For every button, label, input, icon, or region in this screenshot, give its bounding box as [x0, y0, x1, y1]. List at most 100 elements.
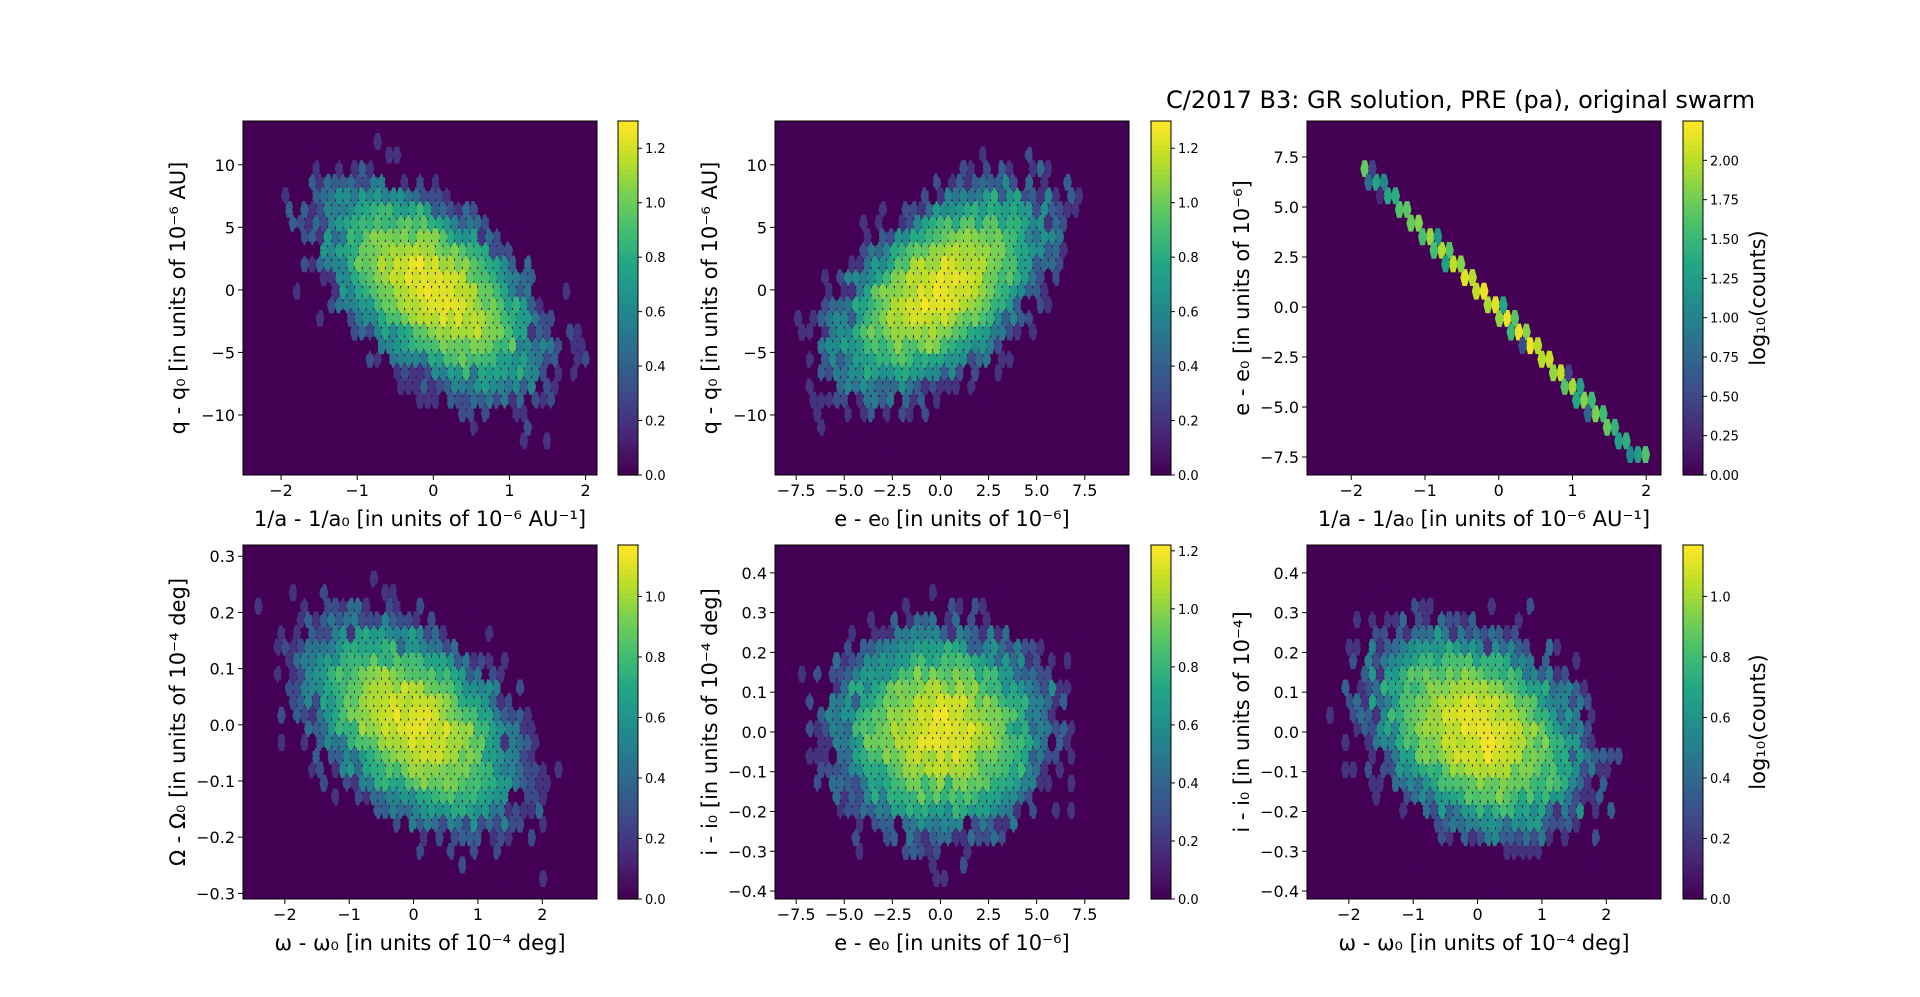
colorbar-segment [618, 256, 638, 264]
hexbin-cell [1032, 201, 1042, 218]
hexbin-cell [1394, 625, 1404, 642]
colorbar-frame [1150, 120, 1172, 476]
x-tick-label: 2 [537, 905, 547, 924]
hexbin-cell [531, 761, 540, 779]
hexbin-cell [912, 747, 922, 765]
hexbin-cell [384, 337, 394, 355]
hexbin-cell [361, 173, 371, 191]
hexbin-cell [997, 774, 1007, 792]
hexbin-cell [835, 432, 845, 450]
hexbin-cell [1364, 706, 1373, 724]
colorbar-segment [1683, 197, 1703, 205]
hexbin-cell [346, 652, 356, 670]
x-tick-label: 2 [580, 481, 590, 500]
hexbin-cell [334, 611, 344, 629]
hexbin-cell [1055, 255, 1065, 273]
hexbin-cell [1533, 788, 1543, 806]
hexbin-cell [500, 364, 510, 382]
hexbin-cell [446, 815, 456, 833]
colorbar-segment [1683, 763, 1703, 770]
hexbin-cell [832, 788, 841, 806]
colorbar-segment [1151, 568, 1171, 576]
hexbin-cell [1483, 665, 1493, 683]
colorbar-segment [618, 893, 638, 900]
hexbin-cell [1491, 638, 1500, 656]
hexbin-cell [1498, 747, 1508, 765]
hexbin-cell [1533, 706, 1543, 724]
hexbin-cell [1494, 310, 1504, 327]
hexbin-cell [1494, 706, 1504, 724]
hexbin-cell [511, 269, 521, 286]
hexbin-cell [893, 788, 903, 806]
hexbin-cell [816, 706, 826, 724]
hexbin-cell [380, 323, 390, 341]
hexbin-cell [986, 255, 995, 273]
colorbar-segment [1151, 345, 1171, 352]
hexbin-cell [928, 829, 938, 847]
hexbin-cell [882, 774, 892, 792]
colorbar-tick-label: 0.75 [1710, 351, 1739, 366]
hexbin-cell [354, 282, 363, 300]
hexbin-cell [400, 788, 410, 806]
hexbin-cell [874, 802, 884, 819]
axes-frame [774, 544, 1130, 900]
hexbin-cell [1568, 747, 1577, 765]
hexbin-cell [469, 173, 479, 191]
hexbin-cell [450, 187, 460, 205]
hexbin-cell [1005, 241, 1015, 259]
hexbin-cell [457, 323, 467, 341]
hexbin-cell [1032, 734, 1042, 751]
colorbar-segment [1683, 138, 1703, 146]
hexbin-cell [1625, 446, 1635, 463]
hexbin-cell [330, 652, 340, 670]
hexbin-cell [851, 665, 861, 683]
hexbin-cell [346, 679, 356, 697]
hexbin-cell [334, 720, 344, 738]
hexbin-cell [307, 255, 317, 273]
hexbin-cell [346, 788, 356, 806]
hexbin-cell [847, 391, 857, 409]
hexbin-cell [527, 378, 537, 395]
hexbin-cell [419, 187, 429, 205]
hexbin-cell [1533, 337, 1543, 355]
hexbin-cell [392, 228, 402, 246]
hexbin-cell [457, 187, 467, 205]
colorbar-segment [1151, 339, 1171, 346]
hexbin-cell [909, 625, 918, 642]
hexbin-cell [1009, 788, 1018, 806]
hexbin-cell [1009, 761, 1018, 779]
hexbin-cell [924, 201, 934, 218]
hexbin-cell [373, 665, 383, 683]
hexbin-cell [303, 214, 313, 232]
hexbin-cell [488, 323, 498, 341]
hexbin-cell [319, 269, 329, 286]
hexbin-cell [809, 337, 818, 355]
hexbin-cell [250, 611, 259, 629]
colorbar-segment [1151, 416, 1171, 423]
hexbin-cell [1598, 747, 1608, 765]
hexbin-cell [361, 679, 371, 697]
hexbin-cell [384, 734, 394, 751]
colorbar-segment [1151, 392, 1171, 399]
hexbin-cell [897, 296, 907, 314]
hexbin-cell [1502, 788, 1512, 806]
hexbin-cell [500, 706, 510, 724]
hexbin-cell [897, 269, 907, 286]
hexbin-cell [354, 706, 363, 724]
hexbin-cell [924, 391, 934, 409]
hexbin-cell [947, 597, 957, 615]
y-tick-label: 0.1 [210, 660, 235, 679]
hexbin-cell [1421, 774, 1431, 792]
hexbin-cell [1537, 774, 1547, 792]
hexbin-cell [1009, 310, 1018, 327]
colorbar-segment [1151, 362, 1171, 370]
hexbin-cell [989, 693, 999, 710]
colorbar-segment [1683, 792, 1703, 800]
hexbin-cell [496, 665, 506, 683]
hexbin-cell [889, 241, 899, 259]
colorbar-segment [1151, 221, 1171, 228]
hexbin-cell [951, 720, 961, 738]
hexbin-cell [1541, 788, 1550, 806]
hexbin-cell [1502, 625, 1512, 642]
hexbin-cell [311, 611, 321, 629]
